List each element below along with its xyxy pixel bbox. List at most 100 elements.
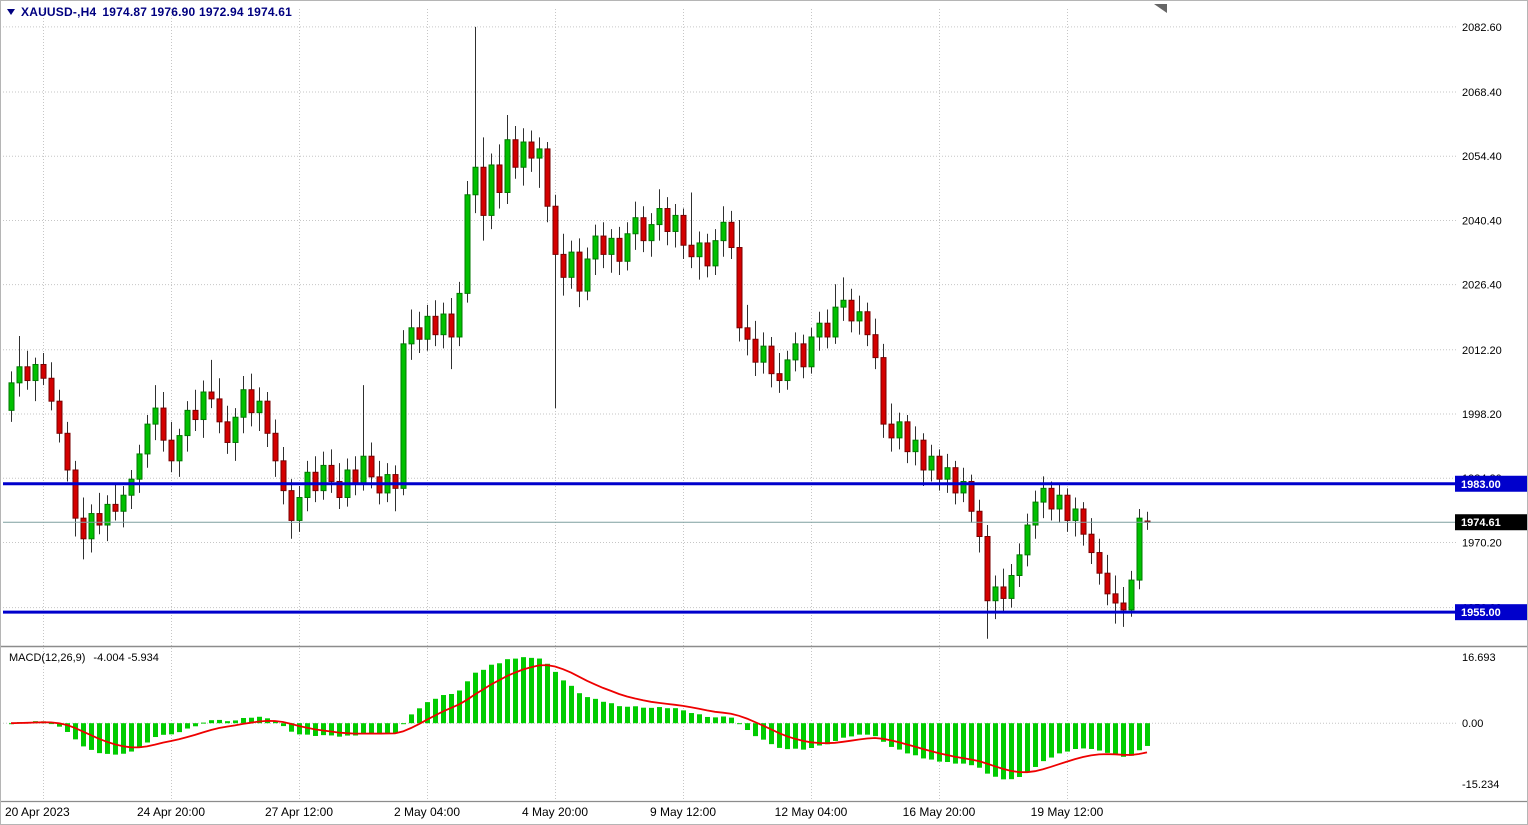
macd-histogram-bar	[161, 723, 166, 735]
candle-bullish	[816, 322, 823, 338]
candle-bearish	[312, 471, 319, 492]
macd-histogram-bar	[121, 723, 126, 754]
candle-bearish	[688, 244, 695, 258]
candle-bearish	[192, 409, 199, 421]
candle-bearish	[208, 391, 215, 400]
macd-histogram-bar	[1073, 723, 1078, 749]
macd-histogram-bar	[689, 713, 694, 724]
macd-histogram-bar	[633, 706, 638, 724]
symbol-title: XAUUSD-,H4	[21, 5, 97, 19]
candle-bearish	[1104, 572, 1111, 595]
candle-bullish	[720, 221, 727, 242]
candle-bullish	[1024, 524, 1031, 556]
chart-symbol-header: XAUUSD-,H4 1974.87 1976.90 1972.94 1974.…	[7, 5, 292, 19]
candle-bearish	[1000, 586, 1007, 599]
macd-histogram-bar	[401, 723, 406, 725]
macd-histogram-bar	[377, 723, 382, 734]
macd-histogram-bar	[1097, 723, 1102, 751]
macd-histogram-bar	[225, 721, 230, 724]
macd-histogram-bar	[193, 723, 198, 727]
macd-axis-label: 0.00	[1462, 718, 1483, 730]
candle-bullish	[32, 363, 39, 382]
macd-histogram-bar	[65, 723, 70, 732]
macd-histogram-bar	[233, 720, 238, 724]
time-axis-label: 12 May 04:00	[775, 805, 848, 819]
candle-bearish	[272, 432, 279, 462]
time-axis-label: 19 May 12:00	[1031, 805, 1104, 819]
symbol-ohlc: 1974.87 1976.90 1972.94 1974.61	[102, 5, 293, 19]
macd-histogram-bar	[665, 708, 670, 724]
macd-histogram-bar	[1049, 723, 1054, 758]
macd-histogram-bar	[153, 723, 158, 738]
candle-bearish	[704, 242, 711, 267]
candle-bullish	[200, 391, 207, 421]
candle-bullish	[240, 389, 247, 418]
current-price-tag	[1455, 514, 1527, 531]
candle-bullish	[88, 513, 95, 540]
macd-histogram-bar	[177, 723, 182, 733]
macd-histogram-bar	[1121, 723, 1126, 757]
macd-axis-label: -15.234	[1462, 779, 1499, 791]
candle-bearish	[976, 510, 983, 537]
candle-bearish	[664, 208, 671, 232]
macd-histogram-bar	[1145, 723, 1150, 746]
candle-bearish	[96, 513, 103, 526]
macd-histogram-bar	[841, 723, 846, 738]
candle-bullish	[568, 251, 575, 278]
macd-histogram-bar	[889, 723, 894, 747]
candle-bullish	[8, 382, 15, 411]
candle-bullish	[136, 453, 143, 480]
macd-histogram-bar	[1009, 723, 1014, 780]
macd-histogram-bar	[425, 702, 430, 724]
macd-histogram-bar	[513, 658, 518, 724]
macd-histogram-bar	[697, 714, 702, 724]
macd-histogram-bar	[721, 716, 726, 724]
candle-bearish	[64, 432, 71, 471]
time-axis-label: 4 May 20:00	[522, 805, 588, 819]
candle-bearish	[824, 322, 831, 338]
candle-bearish	[56, 400, 63, 434]
candle-bearish	[112, 503, 119, 512]
candle-bearish	[864, 311, 871, 336]
macd-histogram-bar	[385, 723, 390, 734]
price-axis-label: 2082.60	[1462, 22, 1502, 34]
macd-histogram-bar	[217, 719, 222, 724]
candle-bearish	[392, 474, 399, 489]
candle-bearish	[328, 464, 335, 482]
candle-bullish	[176, 435, 183, 462]
macd-histogram-bar	[897, 723, 902, 750]
macd-histogram-bar	[105, 723, 110, 754]
candle-bullish	[840, 299, 847, 308]
macd-histogram-bar	[577, 693, 582, 724]
candle-bullish	[672, 214, 679, 232]
macd-histogram-bar	[801, 723, 806, 750]
macd-histogram-bar	[521, 657, 526, 724]
chart-shift-marker-icon[interactable]	[1154, 4, 1167, 13]
candle-bullish	[624, 233, 631, 262]
price-axis-label: 1998.20	[1462, 409, 1502, 421]
macd-histogram-bar	[553, 671, 558, 724]
macd-indicator-label: MACD(12,26,9) -4.004 -5.934	[9, 652, 159, 664]
macd-histogram-bar	[1001, 723, 1006, 780]
candle-bullish	[1032, 501, 1039, 526]
macd-histogram-bar	[409, 714, 414, 724]
candle-bullish	[472, 166, 479, 196]
candle-bearish	[1112, 593, 1119, 604]
macd-histogram-bar	[921, 723, 926, 759]
time-axis-label: 27 Apr 12:00	[265, 805, 333, 819]
price-axis-label: 2026.40	[1462, 280, 1502, 292]
candle-bearish	[416, 327, 423, 340]
candle-bullish	[784, 359, 791, 382]
macd-histogram-bar	[601, 701, 606, 724]
candle-bearish	[248, 389, 255, 414]
macd-histogram-bar	[1105, 723, 1110, 753]
candle-bearish	[744, 327, 751, 340]
macd-histogram-bar	[129, 723, 134, 752]
macd-histogram-bar	[241, 717, 246, 724]
candle-bullish	[912, 439, 919, 453]
macd-histogram-bar	[465, 681, 470, 724]
macd-signal-line	[10, 664, 1148, 774]
candle-bullish	[184, 409, 191, 437]
